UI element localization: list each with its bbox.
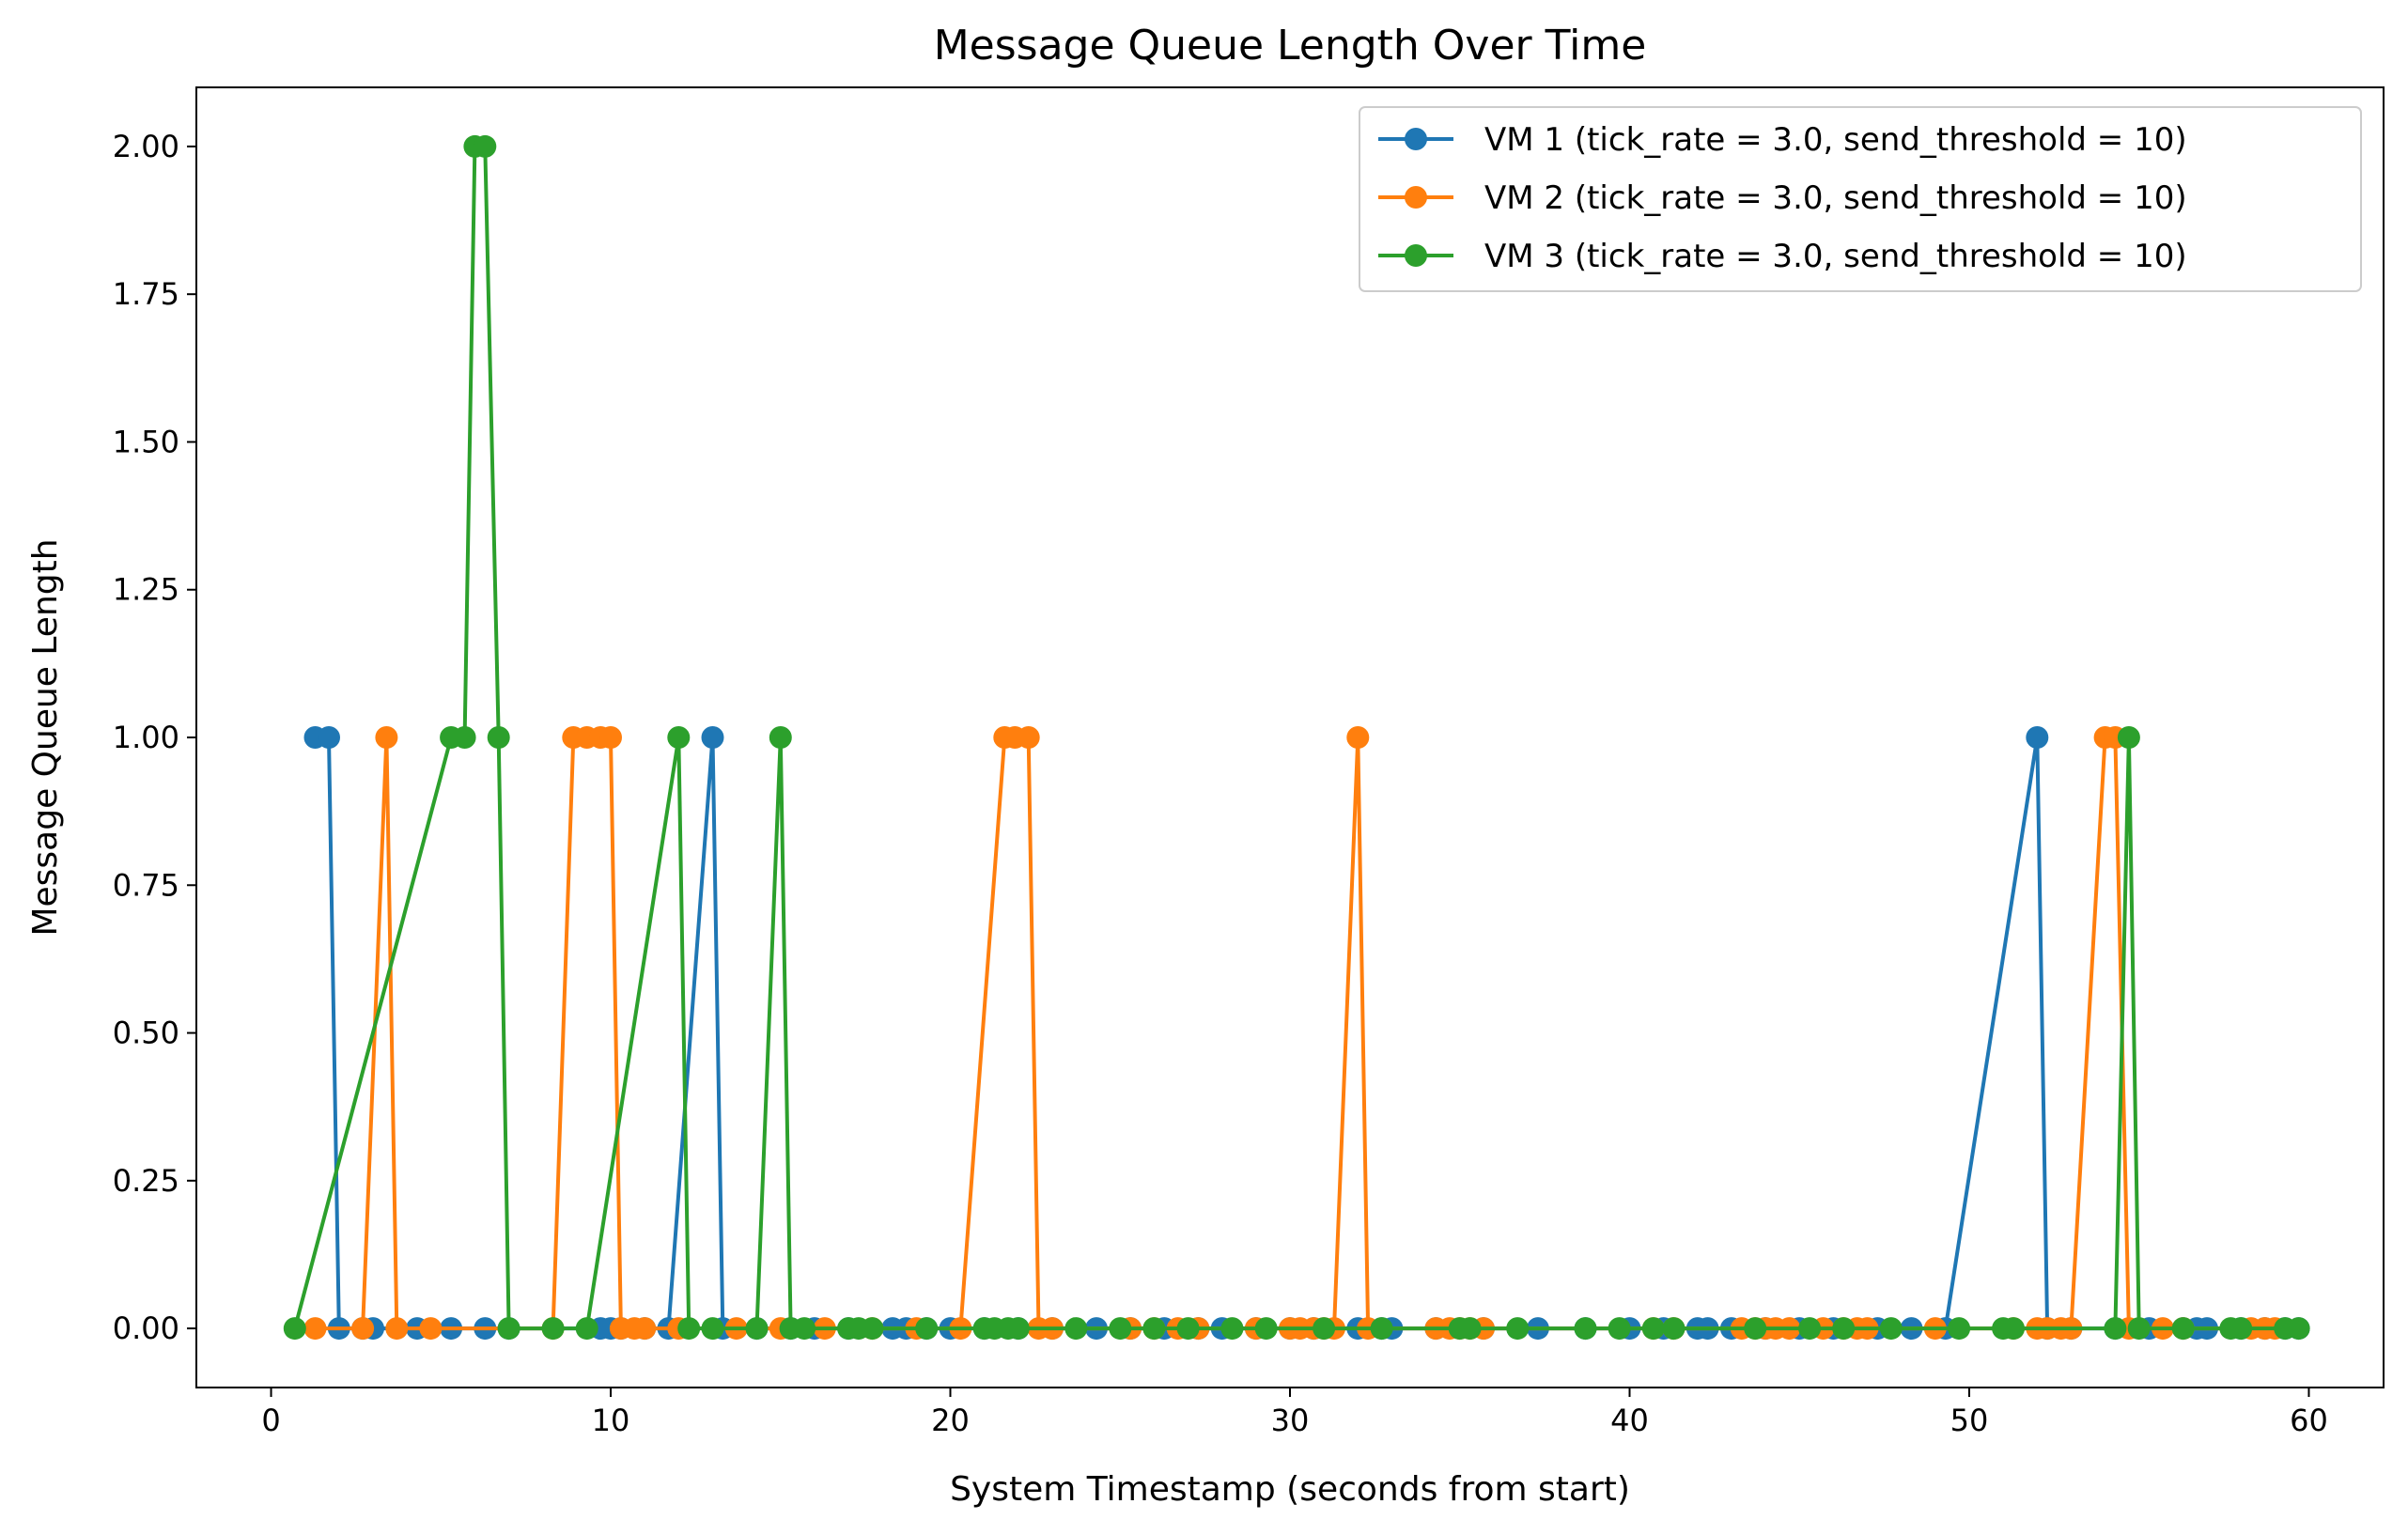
- x-tick-label: 60: [2290, 1403, 2328, 1438]
- x-tick-label: 10: [592, 1403, 630, 1438]
- vm-3-point: [1608, 1317, 1631, 1341]
- vm-3-point: [1313, 1317, 1336, 1341]
- vm-3-point: [1254, 1317, 1278, 1341]
- x-tick-label: 40: [1610, 1403, 1649, 1438]
- vm-2-point: [351, 1317, 375, 1341]
- vm-3-point: [1220, 1317, 1244, 1341]
- legend-label: VM 2 (tick_rate = 3.0, send_threshold = …: [1484, 179, 2187, 217]
- x-tick-label: 0: [261, 1403, 280, 1438]
- vm-3-point: [1176, 1317, 1200, 1341]
- y-tick-label: 1.75: [113, 276, 179, 312]
- vm-3-point: [915, 1317, 939, 1341]
- x-tick-label: 50: [1950, 1403, 1989, 1438]
- vm-3-point: [453, 726, 476, 749]
- vm-2-point: [599, 726, 622, 749]
- vm-3-point: [2002, 1317, 2025, 1341]
- vm-3-point: [1832, 1317, 1856, 1341]
- vm-3-point: [2287, 1317, 2310, 1341]
- y-tick-label: 1.50: [113, 424, 179, 459]
- vm-3-point: [1458, 1317, 1482, 1341]
- vm-3-point: [1109, 1317, 1132, 1341]
- vm-3-point: [745, 1317, 769, 1341]
- vm-3-point: [701, 1317, 724, 1341]
- vm-3-point: [2104, 1317, 2127, 1341]
- vm-3-point: [487, 726, 510, 749]
- vm-3-point: [541, 1317, 565, 1341]
- vm-2-point: [419, 1317, 443, 1341]
- vm-3-point: [1142, 1317, 1166, 1341]
- vm-3-point: [861, 1317, 884, 1341]
- vm-3-point: [667, 726, 691, 749]
- y-tick-label: 1.00: [113, 720, 179, 755]
- vm-2-point: [1346, 726, 1370, 749]
- vm-3-point: [1574, 1317, 1597, 1341]
- vm-3-point: [1744, 1317, 1767, 1341]
- x-axis-ticks: 0 10 20 30 40 50 60: [261, 1388, 2328, 1438]
- vm-3-point: [1370, 1317, 1393, 1341]
- vm-3-point: [677, 1317, 701, 1341]
- legend-item-vm-2: VM 2 (tick_rate = 3.0, send_threshold = …: [1378, 179, 2187, 217]
- vm-3-point: [2171, 1317, 2195, 1341]
- vm-3-point: [1641, 1317, 1665, 1341]
- vm-3-point: [1662, 1317, 1686, 1341]
- vm-3-point: [2127, 1317, 2151, 1341]
- vm-2-point: [633, 1317, 657, 1341]
- legend-item-vm-3: VM 3 (tick_rate = 3.0, send_threshold = …: [1378, 238, 2187, 275]
- vm-3-point: [283, 1317, 306, 1341]
- y-tick-label: 1.25: [113, 572, 179, 608]
- vm-2-point: [1017, 726, 1040, 749]
- vm-3-point: [2117, 726, 2140, 749]
- legend-box: [1359, 106, 2362, 292]
- vm-1-point: [318, 726, 340, 749]
- vm-3-point: [1506, 1317, 1530, 1341]
- x-axis-label: System Timestamp (seconds from start): [950, 1470, 1630, 1509]
- vm-2-point: [375, 726, 398, 749]
- vm-3-point: [2229, 1317, 2253, 1341]
- vm-2-point: [303, 1317, 327, 1341]
- y-tick-label: 0.75: [113, 867, 179, 903]
- y-tick-label: 0.50: [113, 1016, 179, 1051]
- vm-1-point: [2026, 726, 2049, 749]
- y-axis-ticks: 0.00 0.25 0.50 0.75 1.00 1.25 1.50 1.75 2.00: [113, 129, 196, 1346]
- vm-3-point: [1006, 1317, 1030, 1341]
- vm-3-point: [575, 1317, 598, 1341]
- legend-marker: [1405, 244, 1427, 267]
- y-tick-label: 2.00: [113, 129, 179, 164]
- vm-3-point: [769, 726, 792, 749]
- y-tick-label: 0.00: [113, 1310, 179, 1346]
- vm-2-point: [385, 1317, 409, 1341]
- vm-3-point: [474, 134, 497, 158]
- vm-3-point: [497, 1317, 520, 1341]
- y-tick-label: 0.25: [113, 1163, 179, 1199]
- x-tick-label: 20: [931, 1403, 970, 1438]
- vm-3-point: [1798, 1317, 1822, 1341]
- chart-title: Message Queue Length Over Time: [934, 22, 1647, 70]
- legend-marker: [1405, 128, 1427, 150]
- legend-marker: [1405, 186, 1427, 209]
- plot-marks: [283, 134, 2310, 1341]
- vm-3-point: [1948, 1317, 1971, 1341]
- legend-label: VM 3 (tick_rate = 3.0, send_threshold = …: [1484, 238, 2187, 275]
- vm-3-series: [283, 134, 2310, 1341]
- vm-3-point: [793, 1317, 816, 1341]
- legend-label: VM 1 (tick_rate = 3.0, send_threshold = …: [1484, 121, 2187, 159]
- vm-3-point: [1879, 1317, 1903, 1341]
- vm-3-point: [1064, 1317, 1088, 1341]
- y-axis-label: Message Queue Length: [26, 538, 65, 936]
- x-tick-label: 30: [1271, 1403, 1310, 1438]
- vm-1-point: [701, 726, 724, 749]
- legend-item-vm-1: VM 1 (tick_rate = 3.0, send_threshold = …: [1378, 121, 2187, 159]
- legend: VM 1 (tick_rate = 3.0, send_threshold = …: [1359, 106, 2362, 292]
